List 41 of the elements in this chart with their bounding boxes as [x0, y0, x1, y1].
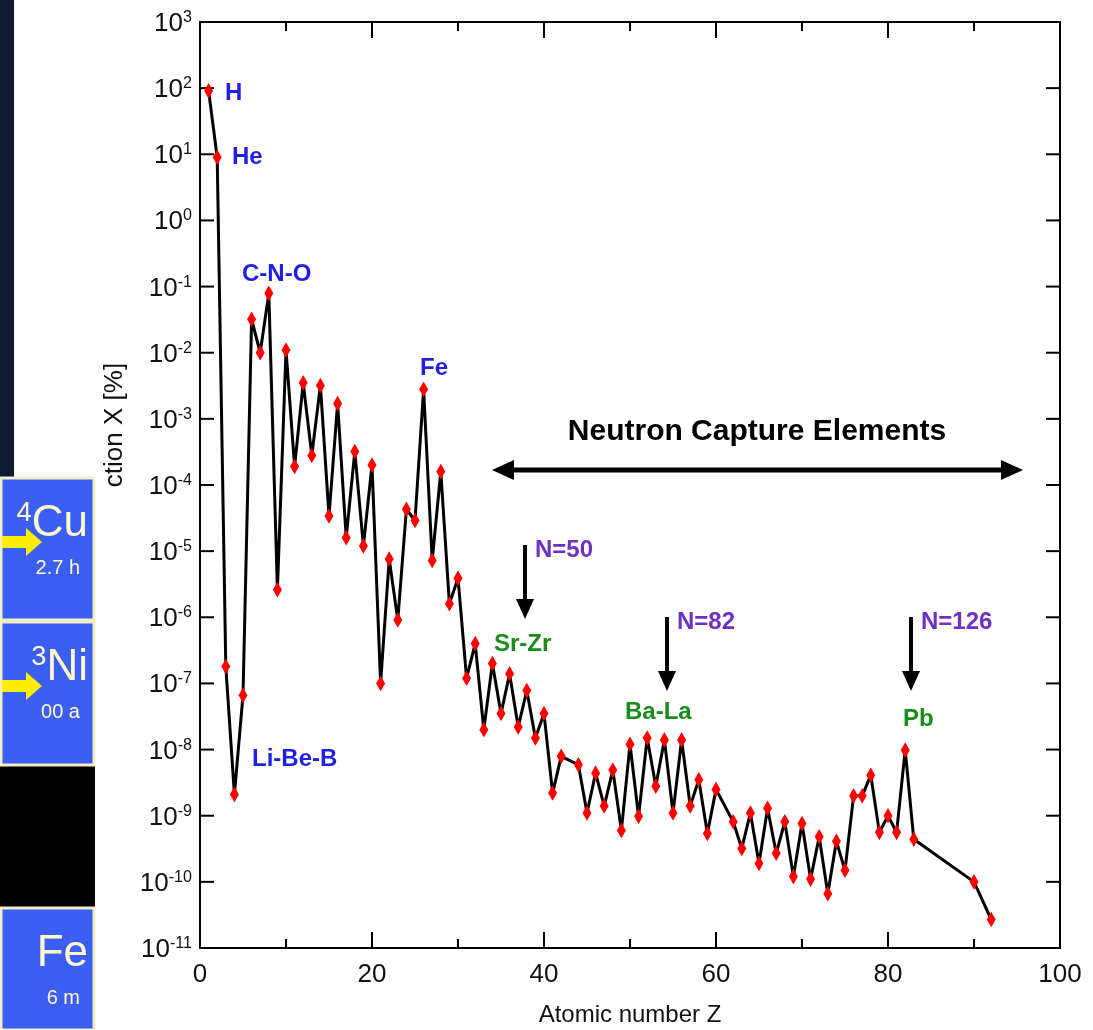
y-tick-label: 10$^{3}$ [154, 7, 193, 37]
annotation: Neutron Capture Elements [567, 413, 947, 446]
y-axis-title: ction X [%] [98, 362, 128, 488]
y-tick-label: 10$^{-6}$ [148, 602, 193, 633]
y-tick-label: 10$^{-1}$ [148, 271, 193, 302]
y-tick-label: 10$^{-10}$ [139, 866, 193, 897]
x-tick-label: 100 [1038, 958, 1082, 988]
annotation: Li-Be-B [252, 744, 338, 771]
x-tick-label: 60 [701, 958, 731, 988]
text: $^{3}$Ni [31, 639, 88, 689]
text: 6 m [46, 986, 80, 1008]
annotation: N=126 [921, 607, 993, 634]
annotation: Fe [420, 353, 449, 380]
annotation: Ba-La [625, 697, 693, 724]
y-tick-label: 10$^{-4}$ [148, 470, 193, 500]
x-tick-label: 0 [192, 958, 208, 988]
annotation: N=50 [535, 535, 594, 562]
y-tick-label: 10$^{2}$ [154, 73, 193, 104]
annotation: C-N-O [242, 259, 312, 286]
x-tick-label: 20 [357, 958, 387, 988]
y-tick-label: 10$^{-7}$ [148, 668, 193, 699]
x-tick-label: 80 [873, 958, 903, 988]
text: $^{4}$Cu [16, 495, 88, 545]
annotation: H [225, 78, 243, 105]
y-tick-label: 10$^{-5}$ [148, 536, 193, 567]
y-tick-label: 10$^{0}$ [154, 205, 193, 236]
text: 2.7 h [35, 556, 80, 578]
y-tick-label: 10$^{-9}$ [148, 800, 193, 831]
y-tick-label: 10$^{-8}$ [148, 734, 193, 765]
annotation: Pb [903, 704, 934, 731]
y-tick-label: 10$^{-3}$ [148, 403, 193, 434]
text: Fe [36, 926, 88, 975]
y-tick-label: 10$^{-2}$ [148, 337, 193, 368]
annotation: He [232, 142, 263, 169]
annotation: N=82 [677, 607, 736, 634]
y-tick-label: 10$^{1}$ [154, 139, 193, 170]
annotation: Sr-Zr [494, 629, 552, 656]
x-axis-title: Atomic number Z [538, 1000, 722, 1027]
text: 00 a [41, 700, 81, 722]
x-tick-label: 40 [529, 958, 559, 988]
y-tick-label: 10$^{-11}$ [140, 933, 193, 963]
